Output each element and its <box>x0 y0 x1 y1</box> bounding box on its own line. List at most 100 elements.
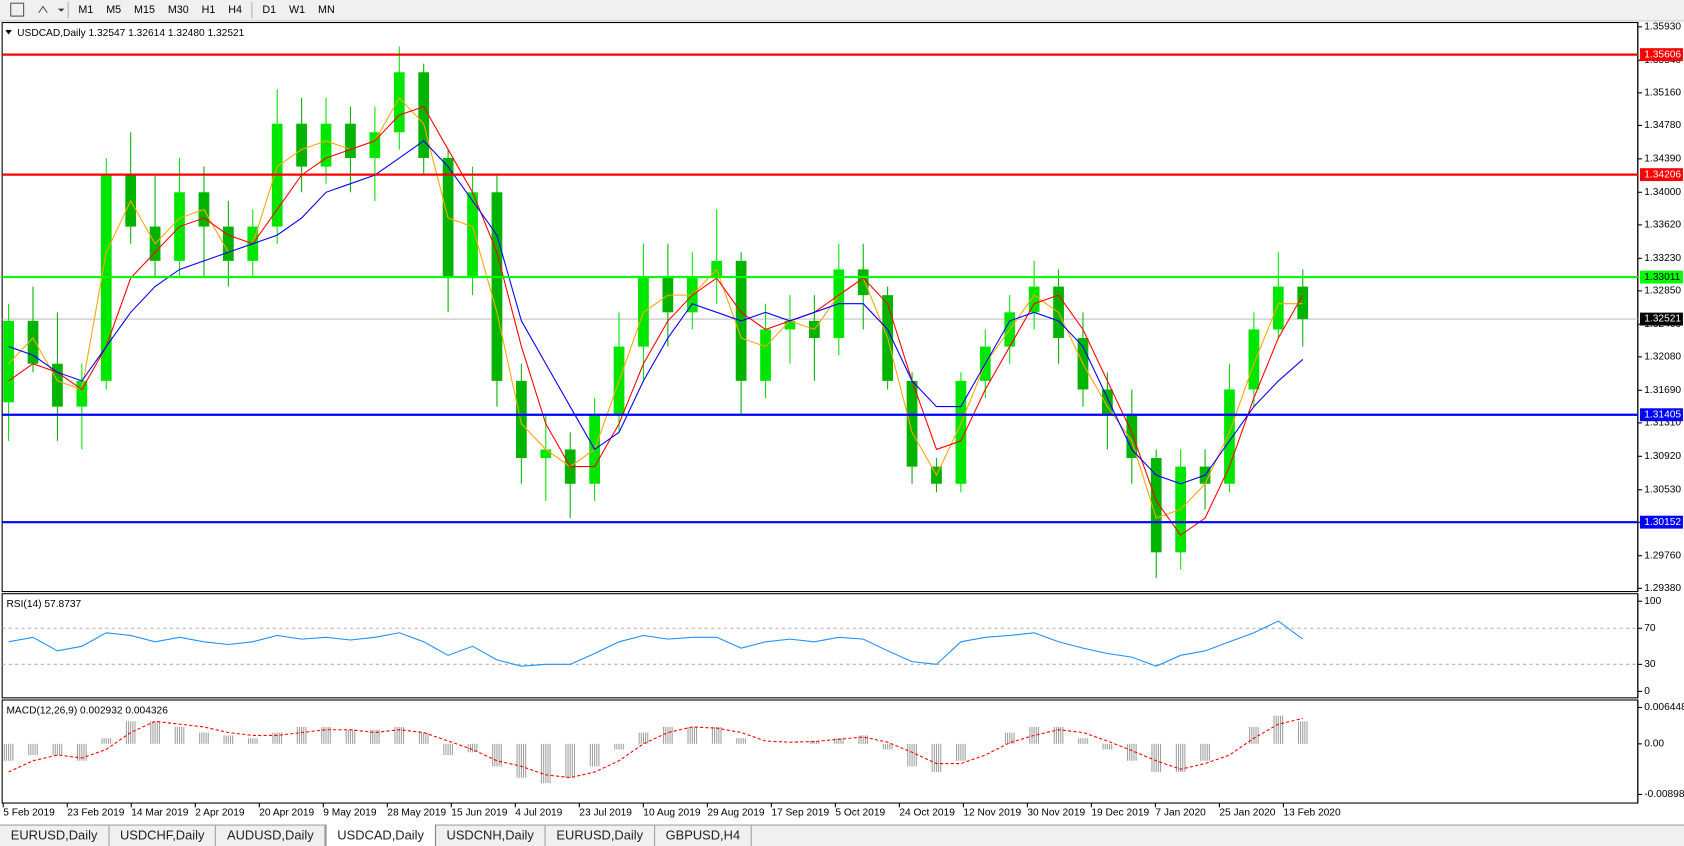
y-tick-label: 1.31690 <box>1644 385 1681 396</box>
candle-body <box>515 380 527 459</box>
moving-average <box>8 105 1304 536</box>
y-tick-label: 1.34780 <box>1644 120 1681 131</box>
x-tick-label: 29 Aug 2019 <box>707 807 765 818</box>
y-tick-label: 1.35930 <box>1644 22 1681 33</box>
x-tick-label: 7 Jan 2020 <box>1155 807 1206 818</box>
y-tick-label: 1.30530 <box>1644 484 1681 495</box>
y-tick-label: 1.31310 <box>1644 418 1681 429</box>
toolbar-icons <box>10 2 65 17</box>
chart-tab[interactable]: USDCAD,Daily <box>325 824 436 846</box>
y-tick-label: 1.33620 <box>1644 220 1681 231</box>
level-badge <box>1639 168 1683 182</box>
candle-body <box>955 380 967 484</box>
y-tick-label: 1.32080 <box>1644 352 1681 363</box>
candle-body <box>1102 389 1113 416</box>
y-tick-label: 100 <box>1644 596 1661 607</box>
y-tick-label: 0.00 <box>1644 739 1664 750</box>
chart-tab[interactable]: USDCNH,Daily <box>436 825 546 846</box>
timeframe-button[interactable]: M30 <box>167 4 189 17</box>
y-tick-label: 70 <box>1644 623 1656 634</box>
moving-average <box>8 97 1303 519</box>
chart-tab[interactable]: GBPUSD,H4 <box>655 825 752 846</box>
timeframe-button[interactable]: M1 <box>78 4 94 17</box>
text-tool-icon[interactable] <box>10 2 25 17</box>
level-label: 1.34206 <box>1644 169 1681 180</box>
timeframes: M1 M5 M15 M30 H1 H4 D1 W1 MN <box>72 0 341 20</box>
x-tick-label: 2 Apr 2019 <box>195 807 245 818</box>
level-label: 1.33011 <box>1644 272 1680 283</box>
panel-frame <box>1 593 1639 699</box>
candle-body <box>1150 458 1162 553</box>
panel-title: MACD(12,26,9) 0.002932 0.004326 <box>6 705 168 716</box>
y-tick-label: 1.32850 <box>1644 286 1681 297</box>
candle-body <box>1126 415 1138 459</box>
candle-body <box>467 192 478 279</box>
separator <box>67 2 69 19</box>
macd-signal <box>8 717 1303 779</box>
candle-body <box>345 123 356 158</box>
chart-tab[interactable]: EURUSD,Daily <box>546 825 655 846</box>
timeframe-button[interactable]: M5 <box>106 4 122 17</box>
y-tick-label: 1.30920 <box>1644 451 1681 462</box>
chart-tabs: EURUSD,Daily USDCHF,Daily AUDUSD,Daily USDC… <box>0 824 1684 846</box>
chart-tab[interactable]: EURUSD,Daily <box>0 825 110 846</box>
panel-frame <box>1 22 1639 593</box>
title-arrow <box>5 30 12 35</box>
candle-body <box>1272 286 1284 330</box>
shapes-icon[interactable] <box>38 5 48 14</box>
timeframe-button[interactable]: D1 <box>262 4 277 17</box>
x-tick-label: 14 Mar 2019 <box>131 807 189 818</box>
candle-body <box>393 72 405 133</box>
candle-body <box>540 449 552 459</box>
x-tick-label: 5 Oct 2019 <box>835 807 885 818</box>
y-tick-label: 1.29760 <box>1644 550 1681 561</box>
y-tick-label: 30 <box>1644 659 1656 670</box>
timeframe-button[interactable]: H1 <box>201 4 216 17</box>
x-tick-label: 19 Dec 2019 <box>1091 807 1149 818</box>
last-price-label: 1.32521 <box>1644 314 1681 325</box>
level-label: 1.30152 <box>1644 517 1681 528</box>
candle-body <box>857 269 869 296</box>
timeframe-button[interactable]: M15 <box>134 4 155 17</box>
panel-frame <box>1 699 1639 804</box>
toolbar: M1 M5 M15 M30 H1 H4 D1 W1 MN <box>0 0 1684 22</box>
y-tick-label: 1.29380 <box>1644 583 1681 594</box>
y-tick-label: 0.006448 <box>1644 702 1684 713</box>
candle-body <box>760 329 771 381</box>
x-tick-label: 17 Sep 2019 <box>771 807 829 818</box>
chart-tab[interactable]: USDCHF,Daily <box>109 825 217 846</box>
x-tick-label: 10 Aug 2019 <box>643 807 701 818</box>
x-tick-label: 12 Nov 2019 <box>963 807 1021 818</box>
candle-body <box>1248 329 1260 390</box>
candle-body <box>906 380 918 467</box>
timeframe-button[interactable]: W1 <box>289 4 306 17</box>
level-badge <box>1639 48 1683 62</box>
y-tick-label: 1.34390 <box>1644 154 1681 165</box>
candle-body <box>1297 286 1309 320</box>
candle-body <box>369 132 381 158</box>
x-tick-label: 30 Nov 2019 <box>1027 807 1085 818</box>
x-tick-label: 15 Jun 2019 <box>451 807 507 818</box>
panel-title: USDCAD,Daily 1.32547 1.32614 1.32480 1.3… <box>17 28 244 39</box>
level-label: 1.35606 <box>1644 49 1681 60</box>
candle-body <box>784 320 796 330</box>
candle-body <box>76 380 88 407</box>
x-tick-label: 4 Jul 2019 <box>515 807 562 818</box>
y-tick-label: 1.34000 <box>1644 187 1681 198</box>
timeframe-button[interactable]: H4 <box>228 4 242 17</box>
timeframe-button[interactable]: MN <box>318 4 335 17</box>
y-tick-label: -0.008982 <box>1644 789 1684 800</box>
candle-body <box>52 363 63 407</box>
level-badge <box>1639 270 1683 284</box>
dropdown-icon[interactable] <box>57 8 65 12</box>
x-tick-label: 28 May 2019 <box>387 807 446 818</box>
x-tick-label: 23 Feb 2019 <box>67 807 125 818</box>
y-tick-label: 1.33230 <box>1644 253 1681 264</box>
candle-body <box>491 192 503 381</box>
x-tick-label: 9 May 2019 <box>323 807 377 818</box>
level-badge <box>1639 515 1683 529</box>
chart-tab[interactable]: AUDUSD,Daily <box>216 825 326 846</box>
candle-body <box>3 320 14 403</box>
x-tick-label: 24 Oct 2019 <box>899 807 955 818</box>
